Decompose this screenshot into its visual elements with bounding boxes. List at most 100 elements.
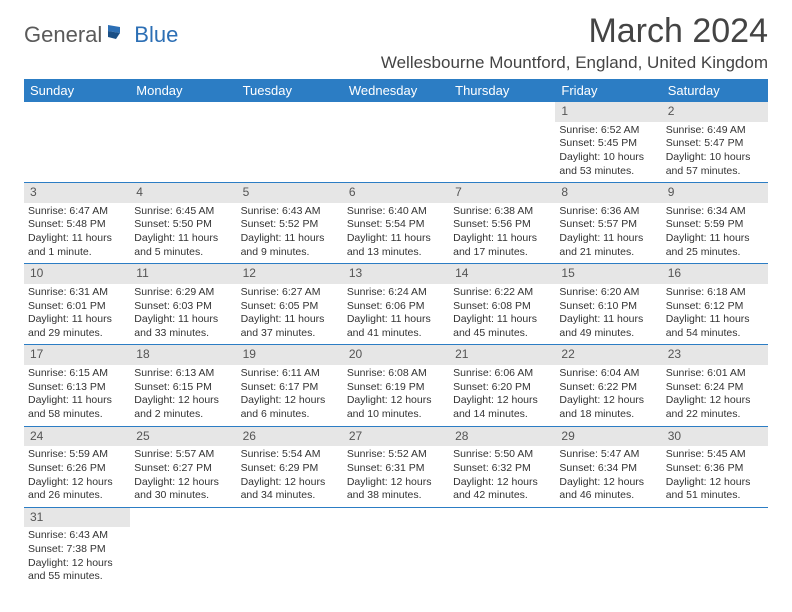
day2-text: and 17 minutes.: [453, 246, 551, 260]
day-info-cell: [237, 122, 343, 183]
day-info-cell: [237, 527, 343, 588]
day-info-cell: Sunrise: 6:52 AMSunset: 5:45 PMDaylight:…: [555, 122, 661, 183]
sunrise-text: Sunrise: 6:47 AM: [28, 205, 126, 219]
day-number-cell: [237, 102, 343, 122]
day-info-cell: Sunrise: 5:57 AMSunset: 6:27 PMDaylight:…: [130, 446, 236, 507]
sunset-text: Sunset: 5:57 PM: [559, 218, 657, 232]
day-number-cell: 9: [662, 183, 768, 203]
day1-text: Daylight: 12 hours: [134, 476, 232, 490]
day-number-cell: 10: [24, 264, 130, 284]
sunrise-text: Sunrise: 5:54 AM: [241, 448, 339, 462]
day2-text: and 57 minutes.: [666, 165, 764, 179]
day-number-cell: 21: [449, 345, 555, 365]
day-number-cell: 1: [555, 102, 661, 122]
sunset-text: Sunset: 5:52 PM: [241, 218, 339, 232]
day-number-cell: 28: [449, 426, 555, 446]
day2-text: and 46 minutes.: [559, 489, 657, 503]
day-info-cell: Sunrise: 6:45 AMSunset: 5:50 PMDaylight:…: [130, 203, 236, 264]
day-number-cell: 13: [343, 264, 449, 284]
day-number-cell: 4: [130, 183, 236, 203]
logo-text-blue: Blue: [134, 22, 178, 48]
sunset-text: Sunset: 6:10 PM: [559, 300, 657, 314]
day-info-cell: Sunrise: 6:31 AMSunset: 6:01 PMDaylight:…: [24, 284, 130, 345]
day-info-cell: [662, 527, 768, 588]
day-number-cell: 12: [237, 264, 343, 284]
day-number-cell: 18: [130, 345, 236, 365]
day2-text: and 5 minutes.: [134, 246, 232, 260]
day2-text: and 58 minutes.: [28, 408, 126, 422]
day-info-cell: Sunrise: 6:11 AMSunset: 6:17 PMDaylight:…: [237, 365, 343, 426]
day-number-cell: [555, 507, 661, 527]
day-number-cell: [343, 507, 449, 527]
day1-text: Daylight: 11 hours: [559, 313, 657, 327]
sunset-text: Sunset: 6:03 PM: [134, 300, 232, 314]
day1-text: Daylight: 11 hours: [666, 232, 764, 246]
day1-text: Daylight: 12 hours: [666, 394, 764, 408]
sunset-text: Sunset: 6:17 PM: [241, 381, 339, 395]
day-number-cell: 30: [662, 426, 768, 446]
day-info-cell: [343, 527, 449, 588]
day1-text: Daylight: 12 hours: [666, 476, 764, 490]
day-number-cell: [130, 102, 236, 122]
day-header: Thursday: [449, 79, 555, 102]
sunset-text: Sunset: 6:19 PM: [347, 381, 445, 395]
day1-text: Daylight: 11 hours: [134, 232, 232, 246]
month-title: March 2024: [381, 12, 768, 51]
day1-text: Daylight: 11 hours: [666, 313, 764, 327]
day-info-cell: Sunrise: 6:18 AMSunset: 6:12 PMDaylight:…: [662, 284, 768, 345]
sunrise-text: Sunrise: 6:27 AM: [241, 286, 339, 300]
sunrise-text: Sunrise: 5:50 AM: [453, 448, 551, 462]
sunrise-text: Sunrise: 6:13 AM: [134, 367, 232, 381]
day1-text: Daylight: 12 hours: [134, 394, 232, 408]
day-header: Saturday: [662, 79, 768, 102]
day-info-cell: Sunrise: 6:04 AMSunset: 6:22 PMDaylight:…: [555, 365, 661, 426]
day2-text: and 2 minutes.: [134, 408, 232, 422]
day1-text: Daylight: 10 hours: [559, 151, 657, 165]
day-header: Sunday: [24, 79, 130, 102]
day-number-cell: [662, 507, 768, 527]
sunrise-text: Sunrise: 6:18 AM: [666, 286, 764, 300]
sunset-text: Sunset: 6:12 PM: [666, 300, 764, 314]
day-info-cell: Sunrise: 6:43 AMSunset: 7:38 PMDaylight:…: [24, 527, 130, 588]
day1-text: Daylight: 12 hours: [28, 557, 126, 571]
sunrise-text: Sunrise: 6:24 AM: [347, 286, 445, 300]
day-info-cell: Sunrise: 6:34 AMSunset: 5:59 PMDaylight:…: [662, 203, 768, 264]
sunset-text: Sunset: 6:26 PM: [28, 462, 126, 476]
day-number-cell: 2: [662, 102, 768, 122]
day-number-row: 31: [24, 507, 768, 527]
day1-text: Daylight: 10 hours: [666, 151, 764, 165]
day-info-cell: [24, 122, 130, 183]
day-info-cell: Sunrise: 5:45 AMSunset: 6:36 PMDaylight:…: [662, 446, 768, 507]
sunset-text: Sunset: 6:27 PM: [134, 462, 232, 476]
day1-text: Daylight: 12 hours: [241, 394, 339, 408]
day1-text: Daylight: 12 hours: [559, 394, 657, 408]
day1-text: Daylight: 12 hours: [347, 476, 445, 490]
day-number-cell: 6: [343, 183, 449, 203]
day-info-cell: [130, 122, 236, 183]
day-number-cell: 7: [449, 183, 555, 203]
day-info-cell: [130, 527, 236, 588]
sunrise-text: Sunrise: 6:34 AM: [666, 205, 764, 219]
day-number-cell: 5: [237, 183, 343, 203]
day1-text: Daylight: 11 hours: [134, 313, 232, 327]
day-number-cell: [449, 507, 555, 527]
day2-text: and 53 minutes.: [559, 165, 657, 179]
sunrise-text: Sunrise: 6:29 AM: [134, 286, 232, 300]
logo: General Blue: [24, 22, 178, 48]
day2-text: and 55 minutes.: [28, 570, 126, 584]
day2-text: and 10 minutes.: [347, 408, 445, 422]
sunset-text: Sunset: 5:47 PM: [666, 137, 764, 151]
logo-text-general: General: [24, 22, 102, 48]
flag-icon: [106, 23, 132, 48]
day2-text: and 21 minutes.: [559, 246, 657, 260]
day-info-row: Sunrise: 6:47 AMSunset: 5:48 PMDaylight:…: [24, 203, 768, 264]
day2-text: and 42 minutes.: [453, 489, 551, 503]
day1-text: Daylight: 12 hours: [453, 476, 551, 490]
day-info-row: Sunrise: 6:43 AMSunset: 7:38 PMDaylight:…: [24, 527, 768, 588]
day-info-row: Sunrise: 6:52 AMSunset: 5:45 PMDaylight:…: [24, 122, 768, 183]
day-number-cell: 31: [24, 507, 130, 527]
day-number-cell: 22: [555, 345, 661, 365]
day1-text: Daylight: 11 hours: [559, 232, 657, 246]
day1-text: Daylight: 11 hours: [347, 232, 445, 246]
day2-text: and 37 minutes.: [241, 327, 339, 341]
